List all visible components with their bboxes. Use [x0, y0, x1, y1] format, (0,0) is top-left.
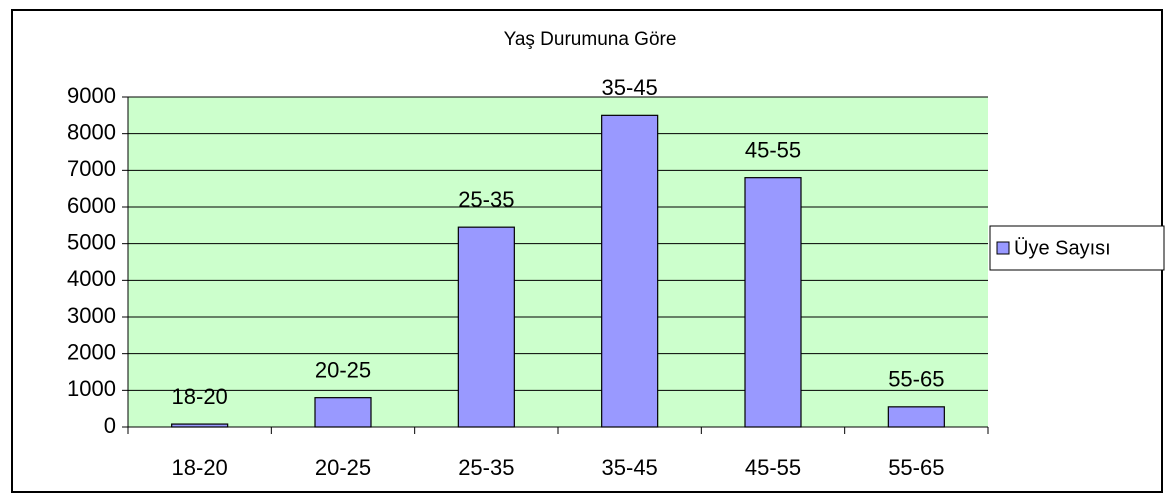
y-tick-label: 6000 [67, 193, 116, 218]
data-label: 18-20 [172, 384, 228, 409]
data-label: 45-55 [745, 137, 801, 162]
y-tick-label: 5000 [67, 229, 116, 254]
x-tick-label: 25-35 [458, 455, 514, 480]
data-label: 20-25 [315, 357, 371, 382]
y-tick-label: 8000 [67, 119, 116, 144]
y-tick-label: 3000 [67, 303, 116, 328]
data-label: 25-35 [458, 187, 514, 212]
bar [744, 177, 802, 428]
plot-area [128, 97, 988, 427]
data-label: 55-65 [888, 367, 944, 392]
bar [887, 406, 945, 428]
y-tick-label: 7000 [67, 156, 116, 181]
legend-label: Üye Sayısı [1014, 237, 1111, 259]
legend-swatch [996, 241, 1010, 255]
y-tick-label: 9000 [67, 83, 116, 108]
y-tick-label: 2000 [67, 339, 116, 364]
legend-box [989, 225, 1165, 271]
data-label: 35-45 [602, 75, 658, 100]
chart-title: Yaş Durumuna Göre [504, 29, 677, 50]
x-tick-label: 20-25 [315, 455, 371, 480]
x-tick-label: 35-45 [602, 455, 658, 480]
y-tick-label: 0 [104, 413, 116, 438]
x-tick-label: 18-20 [172, 455, 228, 480]
bar [314, 397, 372, 428]
x-tick-label: 55-65 [888, 455, 944, 480]
x-tick-label: 45-55 [745, 455, 801, 480]
bar [601, 114, 659, 428]
y-tick-label: 4000 [67, 266, 116, 291]
bar [457, 226, 515, 428]
bar [171, 423, 229, 428]
y-tick-label: 1000 [67, 376, 116, 401]
